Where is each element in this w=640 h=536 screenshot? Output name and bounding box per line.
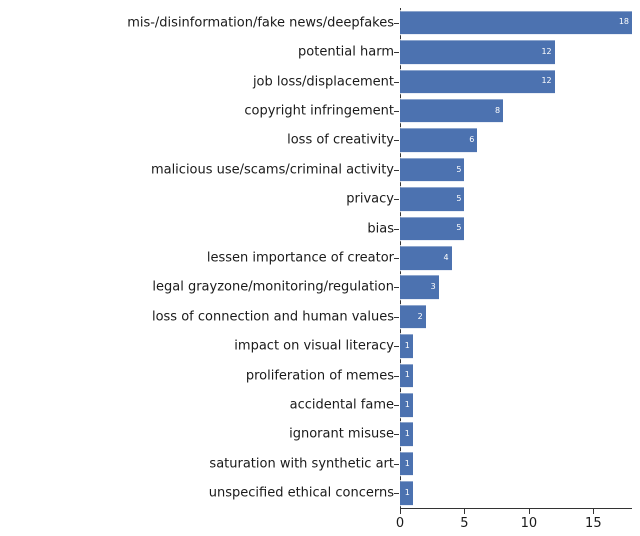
category-label: impact on visual literacy <box>234 339 400 354</box>
bar-row: legal grayzone/monitoring/regulation3 <box>400 273 632 302</box>
bar-value-label: 3 <box>431 283 436 291</box>
x-tick <box>400 508 401 514</box>
category-label: mis-/disinformation/fake news/deepfakes <box>127 15 400 30</box>
category-label: proliferation of memes <box>246 368 400 383</box>
bar-row: accidental fame1 <box>400 390 632 419</box>
category-label: malicious use/scams/criminal activity <box>151 162 400 177</box>
bar-value-label: 6 <box>469 136 474 144</box>
x-tick <box>529 508 530 514</box>
bar: 5 <box>400 217 464 241</box>
bar-value-label: 1 <box>405 489 410 497</box>
category-label: legal grayzone/monitoring/regulation <box>152 280 400 295</box>
category-label: job loss/displacement <box>253 74 400 89</box>
bar: 12 <box>400 40 555 64</box>
category-label: ignorant misuse <box>289 427 400 442</box>
bar-row: privacy5 <box>400 184 632 213</box>
bar-value-label: 12 <box>541 48 551 56</box>
bar-row: job loss/displacement12 <box>400 67 632 96</box>
bar-row: mis-/disinformation/fake news/deepfakes1… <box>400 8 632 37</box>
bar-row: unspecified ethical concerns1 <box>400 479 632 508</box>
bar-value-label: 5 <box>456 195 461 203</box>
bar-row: saturation with synthetic art1 <box>400 449 632 478</box>
bar-value-label: 8 <box>495 107 500 115</box>
category-label: unspecified ethical concerns <box>209 486 400 501</box>
bar: 1 <box>400 423 413 447</box>
x-tick-label: 10 <box>521 516 538 531</box>
bar: 1 <box>400 452 413 476</box>
bar: 5 <box>400 187 464 211</box>
bar-row: copyright infringement8 <box>400 96 632 125</box>
x-tick <box>593 508 594 514</box>
category-label: lessen importance of creator <box>207 250 400 265</box>
bar-value-label: 1 <box>405 460 410 468</box>
bar-value-label: 4 <box>443 254 448 262</box>
bar: 3 <box>400 276 439 300</box>
category-label: saturation with synthetic art <box>209 456 400 471</box>
x-tick-label: 0 <box>396 516 404 531</box>
category-label: copyright infringement <box>244 103 400 118</box>
x-tick-label: 5 <box>460 516 468 531</box>
bar-value-label: 1 <box>405 342 410 350</box>
bar-value-label: 1 <box>405 401 410 409</box>
bar: 1 <box>400 334 413 358</box>
category-label: accidental fame <box>290 398 400 413</box>
horizontal-bar-chart: mis-/disinformation/fake news/deepfakes 1… <box>0 0 640 536</box>
bar-row: potential harm12 <box>400 37 632 66</box>
bar: 5 <box>400 158 464 182</box>
bar: 8 <box>400 99 503 123</box>
bar-row: lessen importance of creator4 <box>400 243 632 272</box>
plot-area: mis-/disinformation/fake news/deepfakes1… <box>400 8 632 508</box>
x-tick-label: 15 <box>585 516 602 531</box>
bar-value-label: 1 <box>405 372 410 380</box>
x-axis-line <box>400 508 632 509</box>
bar-value-label: 18 <box>619 19 629 27</box>
bar: 2 <box>400 305 426 329</box>
bar: 1 <box>400 393 413 417</box>
bar-value-label: 2 <box>418 313 423 321</box>
bar-row: malicious use/scams/criminal activity5 <box>400 155 632 184</box>
bar: 18 <box>400 11 632 35</box>
bar-row: impact on visual literacy1 <box>400 332 632 361</box>
bar-row: loss of connection and human values2 <box>400 302 632 331</box>
bar-row: proliferation of memes1 <box>400 361 632 390</box>
bar: 12 <box>400 70 555 94</box>
bar-value-label: 5 <box>456 166 461 174</box>
category-label: privacy <box>346 192 400 207</box>
bar-value-label: 1 <box>405 430 410 438</box>
bar-row: ignorant misuse1 <box>400 420 632 449</box>
bar-value-label: 5 <box>456 225 461 233</box>
category-label: bias <box>367 221 400 236</box>
category-label: loss of connection and human values <box>152 309 400 324</box>
bar-value-label: 12 <box>541 78 551 86</box>
bar: 6 <box>400 129 477 153</box>
bar: 4 <box>400 246 452 270</box>
x-tick <box>464 508 465 514</box>
bar-row: bias5 <box>400 214 632 243</box>
category-label: potential harm <box>298 45 400 60</box>
category-label: loss of creativity <box>287 133 400 148</box>
bar: 1 <box>400 482 413 506</box>
bar: 1 <box>400 364 413 388</box>
bar-row: loss of creativity6 <box>400 126 632 155</box>
